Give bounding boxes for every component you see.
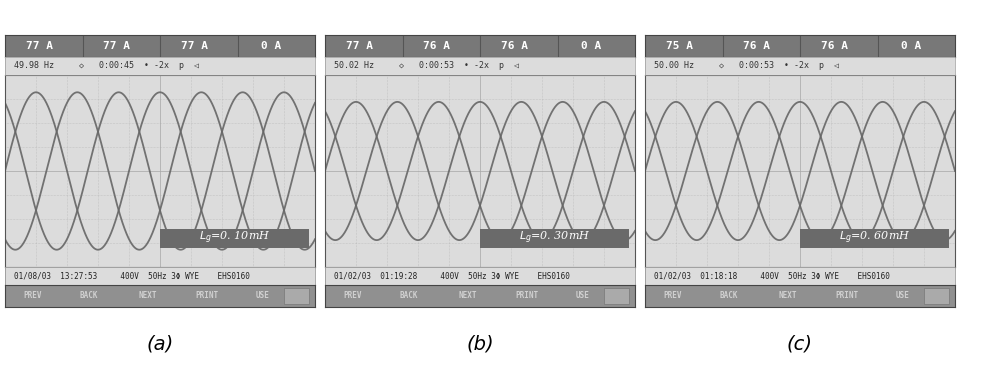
Text: 0 A: 0 A bbox=[581, 41, 602, 51]
Text: 01/02/03  01:18:18     400V  50Hz 3Φ WYE    EHS0160: 01/02/03 01:18:18 400V 50Hz 3Φ WYE EHS01… bbox=[654, 272, 890, 280]
Text: $L_g$=0. 60mH: $L_g$=0. 60mH bbox=[839, 230, 910, 246]
Text: PREV: PREV bbox=[664, 292, 682, 300]
Text: 76 A: 76 A bbox=[501, 41, 528, 51]
Text: $L_g$=0. 10mH: $L_g$=0. 10mH bbox=[199, 230, 270, 246]
FancyBboxPatch shape bbox=[480, 228, 629, 248]
Text: PRINT: PRINT bbox=[515, 292, 538, 300]
Text: USE: USE bbox=[575, 292, 589, 300]
Text: PRINT: PRINT bbox=[195, 292, 218, 300]
FancyBboxPatch shape bbox=[604, 288, 629, 304]
Text: BACK: BACK bbox=[719, 292, 738, 300]
Text: PRINT: PRINT bbox=[835, 292, 858, 300]
Text: 77 A: 77 A bbox=[26, 41, 53, 51]
Text: PREV: PREV bbox=[24, 292, 42, 300]
Text: BACK: BACK bbox=[399, 292, 418, 300]
Text: BACK: BACK bbox=[79, 292, 98, 300]
Text: USE: USE bbox=[255, 292, 269, 300]
FancyBboxPatch shape bbox=[284, 288, 309, 304]
Text: 77 A: 77 A bbox=[346, 41, 373, 51]
FancyBboxPatch shape bbox=[924, 288, 949, 304]
Text: 77 A: 77 A bbox=[103, 41, 130, 51]
Text: USE: USE bbox=[895, 292, 909, 300]
Text: 01/02/03  01:19:28     400V  50Hz 3Φ WYE    EHS0160: 01/02/03 01:19:28 400V 50Hz 3Φ WYE EHS01… bbox=[334, 272, 570, 280]
Text: 0 A: 0 A bbox=[261, 41, 282, 51]
Text: (b): (b) bbox=[466, 334, 494, 353]
FancyBboxPatch shape bbox=[800, 228, 949, 248]
Text: NEXT: NEXT bbox=[138, 292, 157, 300]
Text: 01/08/03  13:27:53     400V  50Hz 3Φ WYE    EHS0160: 01/08/03 13:27:53 400V 50Hz 3Φ WYE EHS01… bbox=[14, 272, 250, 280]
Text: 76 A: 76 A bbox=[743, 41, 770, 51]
Text: 76 A: 76 A bbox=[423, 41, 450, 51]
Text: 50.02 Hz     ◇   0:00:53  • -2x  p  ◁: 50.02 Hz ◇ 0:00:53 • -2x p ◁ bbox=[334, 61, 519, 70]
Text: PREV: PREV bbox=[344, 292, 362, 300]
Text: NEXT: NEXT bbox=[778, 292, 797, 300]
Text: 77 A: 77 A bbox=[181, 41, 208, 51]
Text: NEXT: NEXT bbox=[458, 292, 477, 300]
Text: 50.00 Hz     ◇   0:00:53  • -2x  p  ◁: 50.00 Hz ◇ 0:00:53 • -2x p ◁ bbox=[654, 61, 839, 70]
Text: (a): (a) bbox=[146, 334, 174, 353]
Text: 76 A: 76 A bbox=[821, 41, 848, 51]
FancyBboxPatch shape bbox=[160, 228, 309, 248]
Text: 0 A: 0 A bbox=[901, 41, 922, 51]
Text: 75 A: 75 A bbox=[666, 41, 693, 51]
Text: $L_g$=0. 30mH: $L_g$=0. 30mH bbox=[519, 230, 590, 246]
Text: 49.98 Hz     ◇   0:00:45  • -2x  p  ◁: 49.98 Hz ◇ 0:00:45 • -2x p ◁ bbox=[14, 61, 199, 70]
Text: (c): (c) bbox=[787, 334, 813, 353]
